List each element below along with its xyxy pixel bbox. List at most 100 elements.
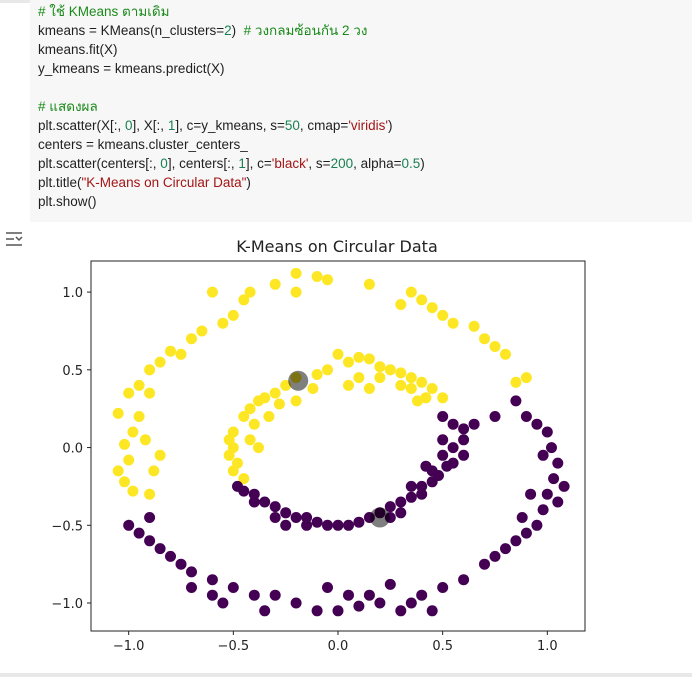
code-token: plt.title( [38,175,82,190]
data-point-cluster-1 [244,286,256,298]
code-line[interactable]: plt.title("K-Means on Circular Data") [38,173,425,192]
data-point-cluster-1 [112,407,124,419]
code-line[interactable]: y_kmeans = kmeans.predict(X) [38,59,425,78]
data-point-cluster-1 [206,286,218,298]
data-point-cluster-0 [269,589,281,601]
data-point-cluster-0 [426,476,438,488]
data-point-cluster-0 [144,535,156,547]
data-point-cluster-1 [437,309,449,321]
data-point-cluster-1 [238,473,250,485]
data-point-cluster-0 [447,418,459,430]
data-point-cluster-0 [322,519,333,531]
data-point-cluster-1 [363,383,375,394]
data-point-cluster-1 [253,442,264,454]
data-point-cluster-0 [416,488,428,500]
data-point-cluster-1 [112,465,124,477]
data-point-cluster-1 [133,379,145,391]
data-point-cluster-1 [374,372,386,384]
data-point-cluster-0 [525,488,537,500]
data-point-cluster-1 [127,426,139,438]
code-token: ) [246,175,251,190]
data-point-cluster-1 [127,485,139,497]
data-point-cluster-1 [139,434,151,446]
data-point-cluster-1 [307,383,319,394]
data-point-cluster-0 [458,434,470,446]
data-point-cluster-0 [353,600,365,612]
code-token: plt.scatter(X[:, [38,118,126,133]
data-point-cluster-1 [353,372,365,384]
code-cell[interactable]: # ใช้ KMeans ตามเดิม kmeans = KMeans(n_cl… [30,0,692,222]
data-point-cluster-0 [458,574,470,586]
data-point-cluster-0 [458,449,470,461]
code-line[interactable]: plt.scatter(X[:, 0], X[:, 1], c=y_kmeans… [38,116,425,135]
data-point-cluster-1 [426,383,438,394]
code-token: # ใช้ KMeans ตามเดิม [38,4,170,19]
data-point-cluster-0 [447,442,459,454]
code-token: plt.show() [38,194,97,209]
data-point-cluster-0 [165,550,176,562]
data-point-cluster-0 [416,589,428,601]
data-point-cluster-1 [520,372,532,384]
cell-bottom-border [0,673,692,677]
data-point-cluster-0 [437,582,449,593]
data-point-cluster-1 [426,302,438,314]
code-token: 50 [284,118,300,133]
data-point-cluster-1 [384,364,396,376]
data-point-cluster-0 [541,426,553,438]
cluster-center [288,370,309,391]
code-token: kmeans = KMeans(n_clusters= [38,23,225,38]
code-token: centers = kmeans.cluster_centers_ [38,137,248,152]
code-token: kmeans.fit(X) [38,42,118,57]
code-line[interactable]: kmeans.fit(X) [38,40,425,59]
data-point-cluster-1 [489,341,501,352]
data-point-cluster-1 [175,348,187,360]
data-point-cluster-0 [227,582,239,593]
data-point-cluster-1 [405,372,417,384]
code-line[interactable]: plt.show() [38,192,425,211]
data-point-cluster-0 [405,491,417,503]
code-line[interactable]: plt.scatter(centers[:, 0], centers[:, 1]… [38,154,425,173]
data-point-cluster-1 [223,449,235,461]
data-point-cluster-1 [244,434,256,446]
data-point-cluster-0 [384,501,396,513]
data-point-cluster-1 [343,379,354,391]
code-token: ) [420,156,425,171]
data-point-cluster-1 [395,299,407,310]
data-point-cluster-0 [232,480,243,492]
data-point-cluster-1 [468,320,480,332]
code-token: 0 [125,118,133,133]
code-token: 0.5 [401,156,421,171]
data-point-cluster-1 [395,367,407,379]
data-point-cluster-0 [343,589,354,601]
code-token: , alpha= [353,156,402,171]
data-point-cluster-0 [248,496,260,508]
code-line[interactable]: centers = kmeans.cluster_centers_ [38,135,425,154]
data-point-cluster-0 [552,457,564,469]
data-point-cluster-1 [123,454,135,466]
data-point-cluster-0 [269,501,281,513]
x-axis: −1.0 −0.5 0.0 0.5 1.0 [113,631,558,654]
data-point-cluster-1 [332,348,344,360]
data-point-cluster-1 [322,364,333,376]
plot-frame [90,260,586,632]
code-line[interactable] [38,78,425,97]
data-point-cluster-0 [426,605,438,617]
code-line[interactable]: # แสดงผล [38,97,425,116]
code-line[interactable]: # ใช้ KMeans ตามเดิม [38,2,425,21]
cluster-center [369,507,390,528]
data-point-cluster-0 [405,597,417,609]
data-point-cluster-1 [238,294,250,306]
x-tick-label: −0.5 [218,639,250,654]
code-editor[interactable]: # ใช้ KMeans ตามเดิม kmeans = KMeans(n_cl… [38,2,425,211]
code-token: 2 [224,23,232,38]
y-tick-label: −0.5 [51,519,83,534]
data-point-cluster-0 [420,460,432,472]
data-point-cluster-0 [363,589,375,601]
data-point-cluster-0 [395,496,407,508]
code-token: ], centers[:, [167,156,239,171]
data-point-cluster-1 [154,356,166,368]
data-point-cluster-1 [269,387,281,399]
data-point-cluster-0 [322,582,333,593]
output-toggle-icon[interactable] [4,230,24,248]
code-line[interactable]: kmeans = KMeans(n_clusters=2) # วงกลมซ้อ… [38,21,425,40]
